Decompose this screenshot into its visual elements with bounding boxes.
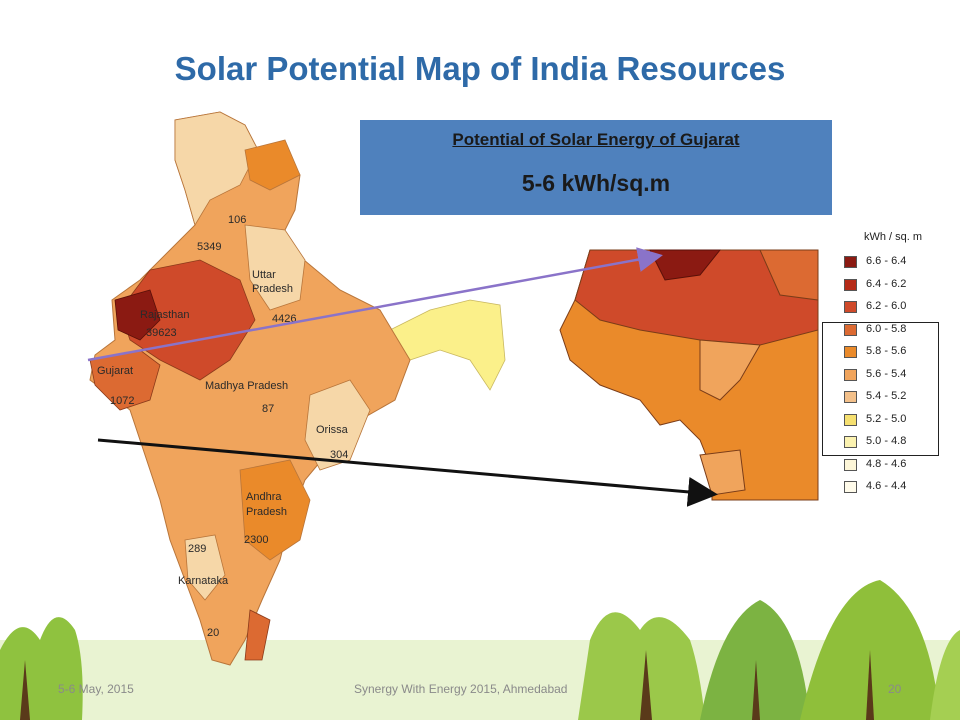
map-label-289: 289: [188, 543, 206, 555]
footer-event: Synergy With Energy 2015, Ahmedabad: [354, 682, 568, 696]
legend-label: 5.0 - 4.8: [866, 435, 907, 447]
legend-swatch: [844, 323, 857, 336]
tree-decoration: [0, 580, 960, 720]
legend-swatch: [844, 346, 857, 358]
map-label-87: 87: [262, 403, 274, 415]
legend-highlight-box: [822, 322, 939, 456]
legend-label: 6.6 - 6.4: [866, 255, 907, 267]
info-box-heading: Potential of Solar Energy of Gujarat: [452, 130, 740, 149]
footer-page-number: 20: [888, 682, 902, 696]
map-label-1072: 1072: [110, 395, 134, 407]
legend-label: 6.0 - 5.8: [866, 322, 907, 335]
map-label-andhra-pradesh: Pradesh: [246, 506, 287, 518]
map-label-madhya-pradesh: Madhya Pradesh: [205, 380, 288, 392]
legend-swatch: [844, 368, 857, 381]
footer-date: 5-6 May, 2015: [58, 682, 134, 696]
map-label-karnataka: Karnataka: [178, 575, 229, 587]
slide-title: Solar Potential Map of India Resources: [174, 50, 786, 87]
legend-label: 5.6 - 5.4: [866, 367, 907, 380]
legend-swatch: [844, 413, 857, 426]
map-label-39623: 39623: [146, 327, 177, 339]
legend-swatch: [844, 301, 857, 313]
legend-swatch: [844, 391, 857, 403]
map-label-gujarat: Gujarat: [97, 365, 133, 377]
legend-label: 6.4 - 6.2: [866, 277, 907, 290]
gujarat-zoom-map: [506, 215, 819, 507]
map-label-106: 106: [228, 214, 246, 226]
map-label-uttar: Uttar: [252, 269, 276, 281]
map-label-andhra: Andhra: [246, 491, 282, 503]
connector-arrow-top: [87, 247, 663, 362]
map-label-orissa: Orissa: [316, 424, 349, 436]
legend-swatch: [844, 481, 857, 493]
connector-arrow-bottom: [97, 438, 718, 507]
map-label-rajasthan: Rajasthan: [140, 309, 190, 321]
map-label-5349: 5349: [197, 241, 221, 253]
legend-swatch: [844, 458, 857, 471]
legend: kWh / sq. m 6.6 - 6.4 6.4 - 6.2 6.2 - 6.0 6…: [820, 225, 944, 495]
legend-label: 5.2 - 5.0: [866, 412, 907, 425]
map-label-304: 304: [330, 449, 348, 461]
legend-label: 5.4 - 5.2: [866, 390, 907, 402]
map-label-2300: 2300: [244, 534, 268, 546]
legend-swatch: [844, 436, 857, 448]
map-label-uttar-pradesh: Pradesh: [252, 283, 293, 295]
india-map: [89, 111, 506, 666]
info-box: Potential of Solar Energy of Gujarat 5-6…: [360, 120, 832, 215]
legend-label: 5.8 - 5.6: [866, 345, 907, 357]
legend-label: 6.2 - 6.0: [866, 300, 907, 312]
info-box-value: 5-6 kWh/sq.m: [521, 170, 671, 196]
map-label-20: 20: [207, 627, 219, 639]
legend-title: kWh / sq. m: [864, 231, 923, 243]
legend-label: 4.8 - 4.6: [866, 457, 907, 470]
legend-swatch: [844, 278, 857, 291]
legend-label: 4.6 - 4.4: [866, 480, 907, 492]
legend-swatch: [844, 256, 857, 268]
